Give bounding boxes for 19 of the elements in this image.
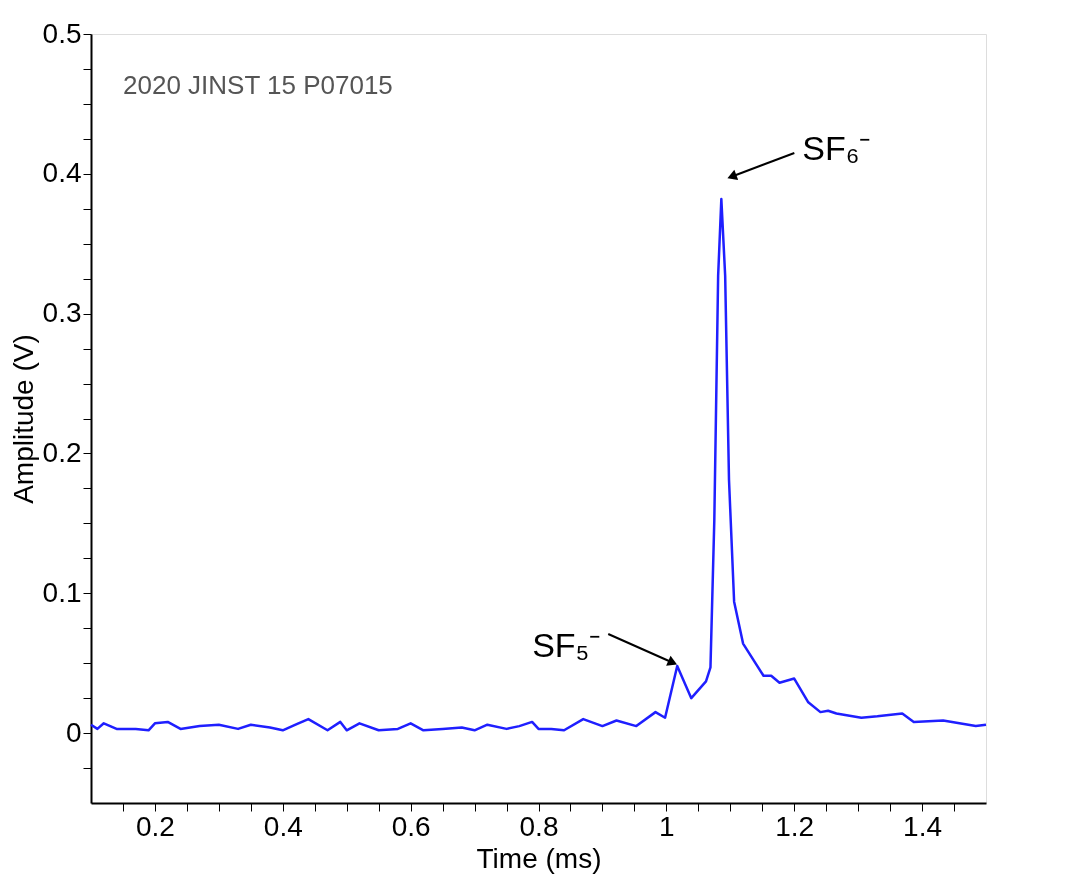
y-tick-label: 0: [65, 716, 82, 748]
x-tick-label: 1.4: [903, 810, 943, 842]
x-tick-label: 1: [659, 810, 675, 842]
y-tick-label: 0.5: [42, 17, 82, 49]
x-tick-label: 0.8: [519, 810, 559, 842]
y-tick-label: 0.2: [42, 436, 82, 468]
y-axis-title: Amplitude (V): [7, 334, 39, 504]
y-tick-label: 0.4: [42, 157, 82, 189]
x-tick-label: 0.2: [135, 810, 175, 842]
x-tick-label: 0.6: [391, 810, 431, 842]
y-tick-label: 0.1: [42, 576, 82, 608]
x-tick-label: 1.2: [775, 810, 815, 842]
x-tick-label: 0.4: [263, 810, 303, 842]
y-tick-label: 0.3: [42, 297, 82, 329]
annotation: SF₆⁻: [802, 128, 871, 167]
annotation: 2020 JINST 15 P07015: [123, 70, 393, 100]
annotation: SF₅⁻: [532, 625, 601, 664]
line-series: [89, 197, 988, 732]
x-axis-title: Time (ms): [476, 842, 602, 874]
